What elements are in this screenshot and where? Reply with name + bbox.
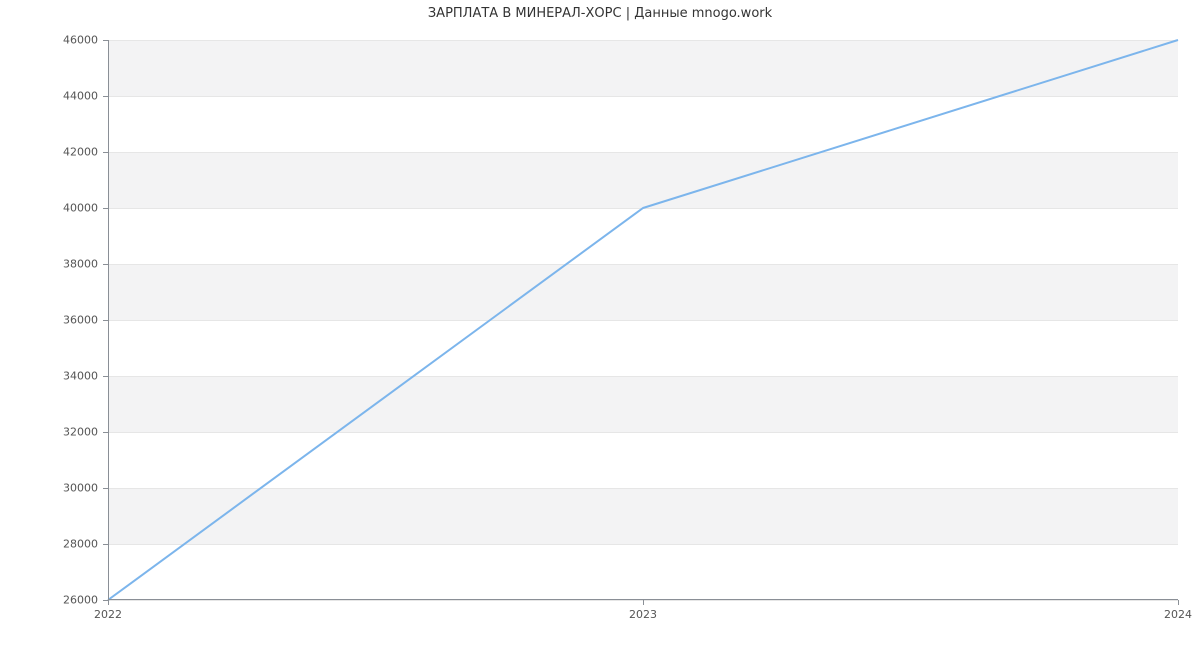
y-tick-label: 34000 [58,370,98,383]
chart-title: ЗАРПЛАТА В МИНЕРАЛ-ХОРС | Данные mnogo.w… [0,6,1200,21]
y-tick-label: 32000 [58,426,98,439]
x-tick-mark [108,600,109,605]
y-tick-mark [103,96,108,97]
y-tick-mark [103,320,108,321]
x-tick-mark [1178,600,1179,605]
y-tick-mark [103,376,108,377]
x-tick-label: 2022 [94,608,122,621]
plot-area [108,40,1178,600]
x-tick-mark [643,600,644,605]
y-tick-label: 46000 [58,34,98,47]
y-tick-mark [103,488,108,489]
y-tick-label: 36000 [58,314,98,327]
y-tick-label: 26000 [58,594,98,607]
y-tick-label: 44000 [58,90,98,103]
y-tick-mark [103,544,108,545]
y-tick-label: 30000 [58,482,98,495]
y-tick-label: 42000 [58,146,98,159]
salary-chart: ЗАРПЛАТА В МИНЕРАЛ-ХОРС | Данные mnogo.w… [0,0,1200,650]
x-tick-label: 2024 [1164,608,1192,621]
y-axis-line [108,40,109,600]
y-tick-mark [103,264,108,265]
y-tick-label: 28000 [58,538,98,551]
y-tick-mark [103,432,108,433]
x-tick-label: 2023 [629,608,657,621]
y-tick-label: 38000 [58,258,98,271]
y-tick-mark [103,208,108,209]
y-tick-mark [103,40,108,41]
series-line [108,40,1178,600]
y-tick-mark [103,152,108,153]
y-tick-label: 40000 [58,202,98,215]
line-layer [108,40,1178,600]
